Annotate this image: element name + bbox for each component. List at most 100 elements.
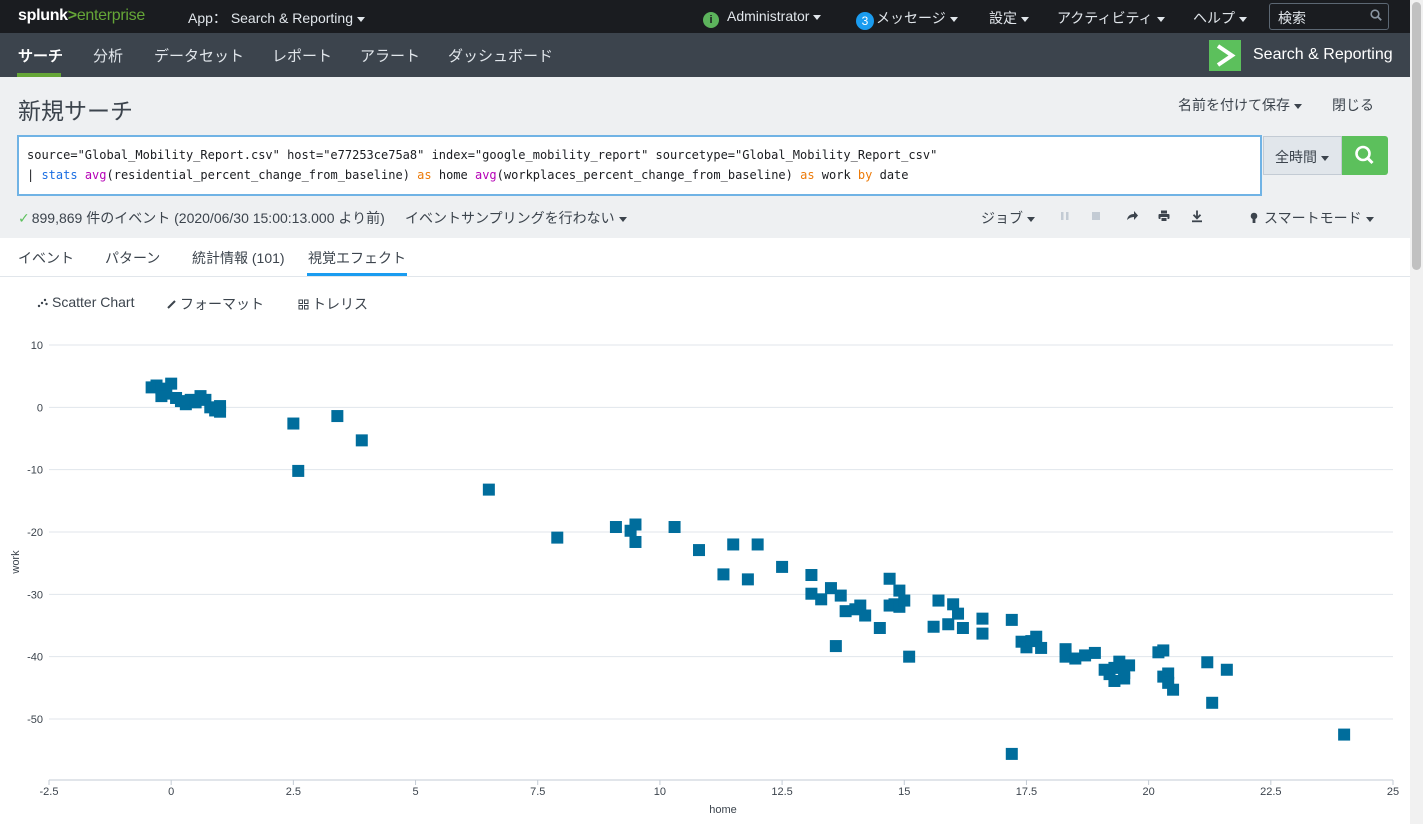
scatter-point[interactable] xyxy=(976,627,989,640)
scatter-point[interactable] xyxy=(482,483,495,496)
stop-icon[interactable] xyxy=(1089,209,1103,223)
settings-menu[interactable]: 設定 xyxy=(989,8,1029,28)
scatter-point[interactable] xyxy=(551,531,564,544)
time-range-picker[interactable]: 全時間 xyxy=(1263,136,1342,175)
save-as-button[interactable]: 名前を付けて保存 xyxy=(1178,95,1302,115)
search-query-input[interactable]: source="Global_Mobility_Report.csv" host… xyxy=(17,135,1262,196)
messages-menu[interactable]: 3 メッセージ xyxy=(856,8,958,30)
scatter-point[interactable] xyxy=(927,620,940,633)
search-mode-menu[interactable]: スマートモード xyxy=(1250,208,1374,228)
scatter-point[interactable] xyxy=(214,405,227,418)
scatter-point[interactable] xyxy=(805,569,818,582)
caret-down-icon xyxy=(1156,16,1165,22)
scatter-point[interactable] xyxy=(815,593,828,606)
nav-item-dashboards[interactable]: ダッシュボード xyxy=(448,48,554,65)
scatter-point[interactable] xyxy=(956,621,969,634)
scatter-point[interactable] xyxy=(942,618,955,631)
print-icon[interactable] xyxy=(1157,209,1171,223)
caret-down-icon xyxy=(1027,216,1035,222)
tab-events[interactable]: イベント xyxy=(18,250,74,266)
scatter-point[interactable] xyxy=(1079,649,1092,662)
scatter-point[interactable] xyxy=(1220,663,1233,676)
nav-item-alerts[interactable]: アラート xyxy=(360,48,421,65)
x-tick-label: 20 xyxy=(1143,786,1155,798)
scatter-point[interactable] xyxy=(155,390,168,403)
scatter-point[interactable] xyxy=(165,377,178,390)
scatter-point[interactable] xyxy=(859,609,872,622)
scatter-point[interactable] xyxy=(1059,643,1072,656)
scatter-point[interactable] xyxy=(1035,641,1048,654)
scatter-point[interactable] xyxy=(1338,728,1351,741)
scatter-point[interactable] xyxy=(629,518,642,531)
scatter-point[interactable] xyxy=(883,572,896,585)
scatter-point[interactable] xyxy=(693,544,706,557)
scatter-point[interactable] xyxy=(741,573,754,586)
scatter-point[interactable] xyxy=(355,434,368,447)
scatter-point[interactable] xyxy=(824,582,837,595)
scatter-point[interactable] xyxy=(1030,630,1043,643)
format-menu[interactable]: フォーマット xyxy=(166,294,264,314)
scatter-point[interactable] xyxy=(1108,674,1121,687)
scatter-point[interactable] xyxy=(805,587,818,600)
scatter-point[interactable] xyxy=(1005,613,1018,626)
job-menu[interactable]: ジョブ xyxy=(981,208,1035,228)
scatter-point[interactable] xyxy=(829,640,842,653)
scatter-point[interactable] xyxy=(932,594,945,607)
scatter-point[interactable] xyxy=(1201,656,1214,669)
y-tick-label: -10 xyxy=(27,465,43,477)
scatter-point[interactable] xyxy=(947,598,960,611)
scatter-point[interactable] xyxy=(717,568,730,581)
scatter-point[interactable] xyxy=(1113,655,1126,668)
app-menu[interactable]: App： Search & Reporting xyxy=(188,8,365,28)
pause-icon[interactable] xyxy=(1058,209,1072,223)
scatter-point[interactable] xyxy=(903,650,916,663)
close-button[interactable]: 閉じる xyxy=(1332,97,1374,113)
scatter-point[interactable] xyxy=(893,584,906,597)
trellis-menu[interactable]: トレリス xyxy=(298,294,368,314)
scatter-point[interactable] xyxy=(751,538,764,551)
scatter-point[interactable] xyxy=(1123,659,1136,672)
scatter-point[interactable] xyxy=(1069,652,1082,665)
scatter-point[interactable] xyxy=(609,521,622,534)
scrollbar-thumb[interactable] xyxy=(1412,2,1421,270)
tab-statistics[interactable]: 統計情報 (101) xyxy=(192,250,285,266)
scatter-point[interactable] xyxy=(776,560,789,573)
scatter-point[interactable] xyxy=(1118,672,1131,685)
scatter-point[interactable] xyxy=(1206,696,1219,709)
scatter-point[interactable] xyxy=(898,594,911,607)
scatter-point[interactable] xyxy=(1167,683,1180,696)
scatter-point[interactable] xyxy=(1157,644,1170,657)
tab-visualization[interactable]: 視覚エフェクト xyxy=(308,250,406,266)
scatter-point[interactable] xyxy=(873,621,886,634)
x-tick-label: 2.5 xyxy=(286,786,301,798)
chart-type-picker[interactable]: Scatter Chart xyxy=(37,294,134,310)
scatter-point[interactable] xyxy=(331,410,344,423)
run-search-button[interactable] xyxy=(1342,136,1388,175)
nav-item-datasets[interactable]: データセット xyxy=(154,48,245,65)
scatter-point[interactable] xyxy=(292,464,305,477)
scatter-point[interactable] xyxy=(629,535,642,548)
nav-item-reports[interactable]: レポート xyxy=(272,48,333,65)
share-icon[interactable] xyxy=(1125,209,1139,223)
scatter-point[interactable] xyxy=(976,612,989,625)
event-sampling-menu[interactable]: イベントサンプリングを行わない xyxy=(405,208,627,228)
global-search-input[interactable]: 検索 xyxy=(1269,3,1389,30)
tab-patterns[interactable]: パターン xyxy=(105,250,161,266)
nav-item-analytics[interactable]: 分析 xyxy=(93,48,124,65)
scatter-point[interactable] xyxy=(727,538,740,551)
scatter-point[interactable] xyxy=(1162,667,1175,680)
scatter-point[interactable] xyxy=(1005,747,1018,760)
scatter-point[interactable] xyxy=(839,605,852,618)
activity-menu[interactable]: アクティビティ xyxy=(1057,8,1165,28)
export-icon[interactable] xyxy=(1190,209,1204,223)
scatter-point[interactable] xyxy=(952,607,965,620)
scatter-point[interactable] xyxy=(1088,646,1101,659)
scatter-point[interactable] xyxy=(854,599,867,612)
scatter-point[interactable] xyxy=(287,417,300,430)
help-menu[interactable]: ヘルプ xyxy=(1193,8,1247,28)
scatter-point[interactable] xyxy=(668,521,681,534)
splunk-logo[interactable]: splunk>enterprise xyxy=(18,7,145,24)
nav-item-search[interactable]: サーチ xyxy=(18,48,64,65)
scatter-point[interactable] xyxy=(834,589,847,602)
user-menu[interactable]: i Administrator xyxy=(703,8,822,28)
